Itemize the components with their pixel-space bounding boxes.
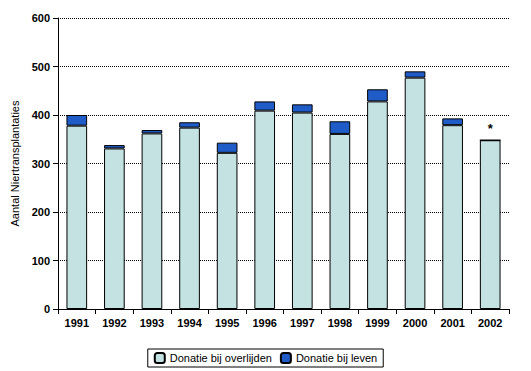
svg-text:1991: 1991 — [65, 317, 89, 329]
svg-text:1996: 1996 — [252, 317, 276, 329]
svg-text:1999: 1999 — [365, 317, 389, 329]
svg-text:1995: 1995 — [215, 317, 239, 329]
svg-text:1997: 1997 — [290, 317, 314, 329]
svg-text:2001: 2001 — [440, 317, 464, 329]
svg-text:500: 500 — [32, 61, 50, 73]
svg-text:*: * — [488, 121, 494, 136]
svg-text:1998: 1998 — [328, 317, 352, 329]
svg-text:300: 300 — [32, 158, 50, 170]
svg-text:2000: 2000 — [403, 317, 427, 329]
svg-text:100: 100 — [32, 255, 50, 267]
svg-text:400: 400 — [32, 109, 50, 121]
svg-text:Donatie bij overlijden: Donatie bij overlijden — [170, 352, 272, 364]
svg-text:Donatie bij leven: Donatie bij leven — [296, 352, 377, 364]
svg-text:1994: 1994 — [177, 317, 202, 329]
svg-text:200: 200 — [32, 206, 50, 218]
svg-text:600: 600 — [32, 12, 50, 24]
svg-text:0: 0 — [44, 303, 50, 315]
svg-text:1992: 1992 — [102, 317, 126, 329]
svg-text:2002: 2002 — [478, 317, 502, 329]
svg-text:1993: 1993 — [140, 317, 164, 329]
svg-text:Aantal Niertransplantaties: Aantal Niertransplantaties — [9, 100, 21, 226]
